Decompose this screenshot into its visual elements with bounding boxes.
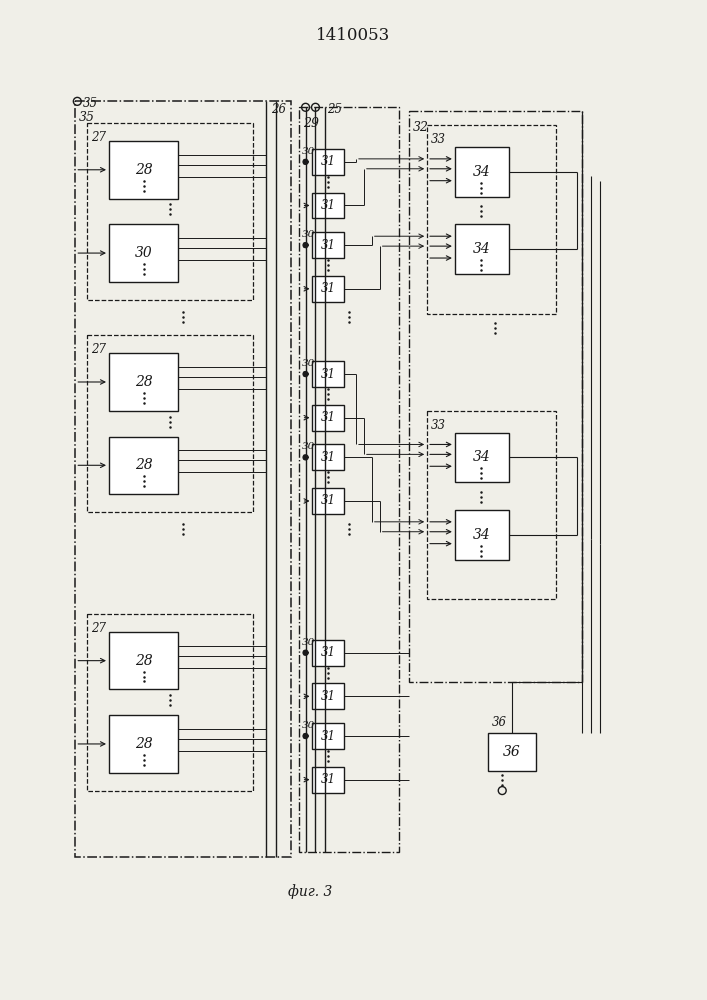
Bar: [455, 510, 509, 560]
Text: 30: 30: [302, 147, 315, 156]
Text: 31: 31: [321, 155, 336, 168]
Bar: [427, 411, 556, 599]
Bar: [87, 123, 253, 300]
Bar: [312, 767, 344, 793]
Text: 33: 33: [431, 419, 446, 432]
Bar: [312, 405, 344, 431]
Bar: [109, 224, 178, 282]
Bar: [312, 444, 344, 470]
Circle shape: [303, 159, 308, 164]
Circle shape: [303, 243, 308, 248]
Bar: [298, 107, 399, 852]
Text: 31: 31: [321, 282, 336, 295]
Circle shape: [303, 372, 308, 377]
Text: 27: 27: [91, 622, 106, 635]
Bar: [76, 101, 291, 857]
Bar: [489, 733, 536, 771]
Text: 30: 30: [302, 359, 315, 368]
Bar: [312, 723, 344, 749]
Text: 25: 25: [327, 103, 342, 116]
Text: 31: 31: [321, 690, 336, 703]
Bar: [312, 361, 344, 387]
Bar: [109, 632, 178, 689]
Text: 36: 36: [503, 745, 521, 759]
Bar: [312, 488, 344, 514]
Text: 28: 28: [134, 737, 153, 751]
Text: 30: 30: [302, 230, 315, 239]
Bar: [409, 111, 583, 682]
Bar: [312, 640, 344, 666]
Text: 28: 28: [134, 375, 153, 389]
Bar: [87, 335, 253, 512]
Bar: [109, 141, 178, 199]
Text: 30: 30: [134, 246, 153, 260]
Text: 1410053: 1410053: [316, 27, 390, 44]
Bar: [312, 683, 344, 709]
Text: 34: 34: [473, 165, 491, 179]
Text: 28: 28: [134, 163, 153, 177]
Bar: [312, 149, 344, 175]
Bar: [109, 715, 178, 773]
Text: 30: 30: [302, 721, 315, 730]
Text: 31: 31: [321, 199, 336, 212]
Text: 31: 31: [321, 368, 336, 381]
Text: 36: 36: [492, 716, 508, 729]
Text: 28: 28: [134, 458, 153, 472]
Bar: [455, 224, 509, 274]
Text: 32: 32: [414, 121, 429, 134]
Text: 35: 35: [79, 111, 95, 124]
Bar: [312, 193, 344, 218]
Text: 35: 35: [83, 97, 98, 110]
Text: 31: 31: [321, 730, 336, 743]
Circle shape: [303, 734, 308, 738]
Text: 26: 26: [271, 103, 286, 116]
Text: 30: 30: [302, 442, 315, 451]
Text: 34: 34: [473, 450, 491, 464]
Text: 31: 31: [321, 494, 336, 507]
Text: 30: 30: [302, 638, 315, 647]
Bar: [312, 276, 344, 302]
Text: 31: 31: [321, 773, 336, 786]
Bar: [455, 147, 509, 197]
Bar: [109, 353, 178, 411]
Bar: [109, 437, 178, 494]
Bar: [455, 433, 509, 482]
Text: 27: 27: [91, 131, 106, 144]
Text: 27: 27: [91, 343, 106, 356]
Text: 31: 31: [321, 451, 336, 464]
Text: фиг. 3: фиг. 3: [288, 884, 333, 899]
Bar: [312, 232, 344, 258]
Text: 29: 29: [303, 117, 319, 130]
Text: 31: 31: [321, 239, 336, 252]
Text: 31: 31: [321, 646, 336, 659]
Text: 33: 33: [431, 133, 446, 146]
Text: 34: 34: [473, 528, 491, 542]
Circle shape: [303, 650, 308, 655]
Bar: [87, 614, 253, 791]
Text: 28: 28: [134, 654, 153, 668]
Text: 31: 31: [321, 411, 336, 424]
Bar: [427, 125, 556, 314]
Text: 34: 34: [473, 242, 491, 256]
Circle shape: [303, 455, 308, 460]
